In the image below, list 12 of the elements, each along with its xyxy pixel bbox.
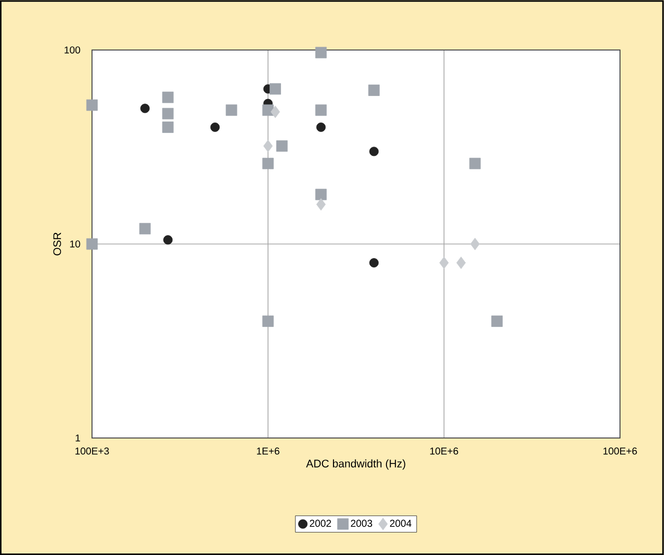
- legend-label: 2002: [310, 520, 331, 527]
- y-axis-title: OSR: [53, 232, 62, 256]
- x-tick-label: 1E+6: [257, 448, 280, 455]
- y-tick-label: 10: [70, 240, 80, 248]
- legend-label: 2003: [350, 520, 372, 527]
- x-tick-label: 100E+3: [75, 448, 109, 455]
- y-tick-label: 1: [76, 434, 80, 442]
- x-tick-label: 10E+6: [430, 448, 458, 455]
- y-tick-label: 100: [64, 46, 80, 54]
- x-tick-label: 100E+6: [603, 448, 637, 455]
- legend-label: 2004: [390, 520, 412, 527]
- x-axis-title: ADC bandwidth (Hz): [306, 459, 406, 470]
